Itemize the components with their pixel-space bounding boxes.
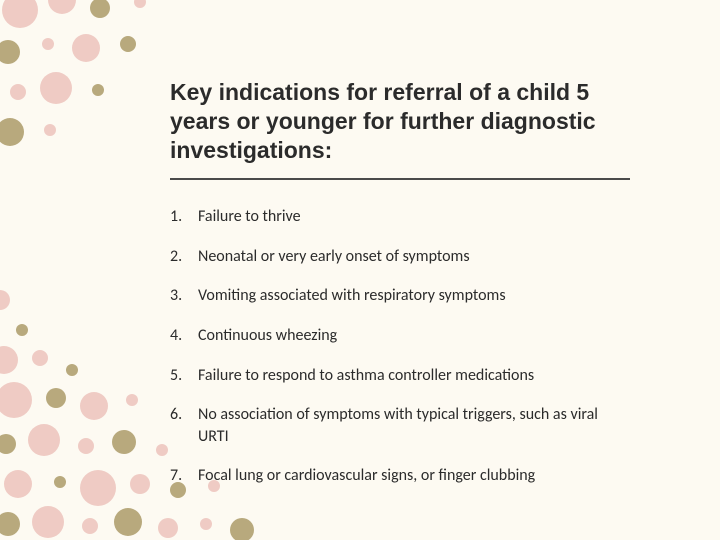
list-item-text: Vomiting associated with respiratory sym… [198, 285, 630, 307]
list-item-text: Focal lung or cardiovascular signs, or f… [198, 465, 630, 487]
list-item-text: No association of symptoms with typical … [198, 404, 630, 447]
slide-content: Key indications for referral of a child … [0, 0, 720, 487]
list-item-number: 1. [170, 206, 198, 228]
list-item: 7.Focal lung or cardiovascular signs, or… [170, 465, 630, 487]
list-item: 5.Failure to respond to asthma controlle… [170, 365, 630, 387]
list-item-number: 7. [170, 465, 198, 487]
list-item-number: 2. [170, 246, 198, 268]
list-item-text: Neonatal or very early onset of symptoms [198, 246, 630, 268]
list-item-text: Failure to respond to asthma controller … [198, 365, 630, 387]
list-item-number: 3. [170, 285, 198, 307]
list-item-text: Continuous wheezing [198, 325, 630, 347]
list-item-text: Failure to thrive [198, 206, 630, 228]
indications-list: 1.Failure to thrive2.Neonatal or very ea… [170, 206, 630, 487]
slide-title: Key indications for referral of a child … [170, 78, 630, 164]
list-item-number: 4. [170, 325, 198, 347]
list-item: 1.Failure to thrive [170, 206, 630, 228]
list-item: 2.Neonatal or very early onset of sympto… [170, 246, 630, 268]
list-item: 4.Continuous wheezing [170, 325, 630, 347]
list-item: 6.No association of symptoms with typica… [170, 404, 630, 447]
title-underline [170, 178, 630, 180]
list-item-number: 5. [170, 365, 198, 387]
list-item-number: 6. [170, 404, 198, 426]
list-item: 3.Vomiting associated with respiratory s… [170, 285, 630, 307]
